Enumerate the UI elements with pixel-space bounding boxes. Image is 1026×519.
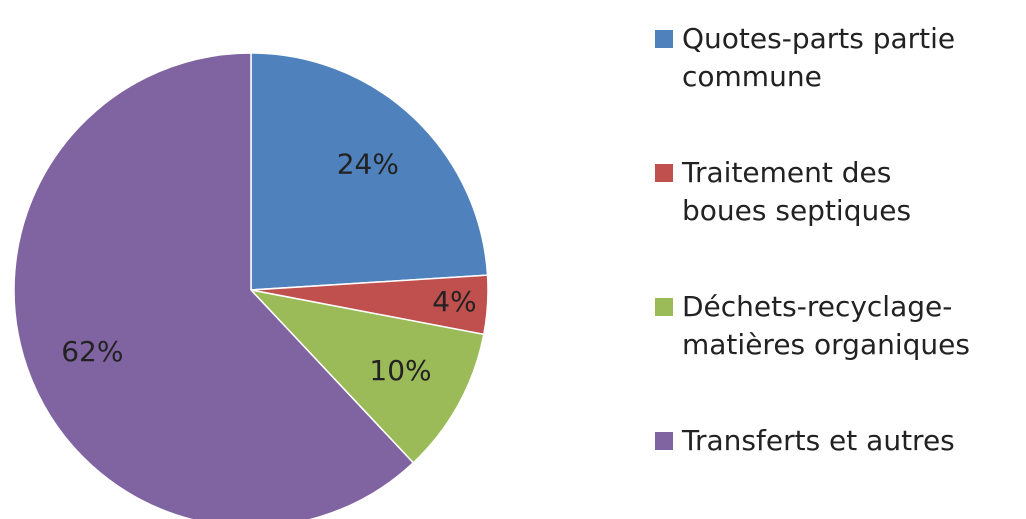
data-label: 10% bbox=[369, 354, 431, 387]
data-label: 62% bbox=[61, 335, 123, 368]
legend-label: Déchets-recyclage-matières organiques bbox=[682, 290, 970, 361]
legend-item: Déchets-recyclage-matières organiques bbox=[655, 288, 1015, 364]
data-label: 4% bbox=[432, 285, 476, 318]
legend-item: Quotes-parts partie commune bbox=[655, 20, 1015, 96]
legend-swatch bbox=[655, 432, 673, 450]
data-label: 24% bbox=[337, 148, 399, 181]
legend-label: Traitement des boues septiques bbox=[682, 156, 912, 227]
pie-slice bbox=[248, 288, 485, 464]
legend-swatch bbox=[655, 30, 673, 48]
legend-item: Traitement des boues septiques bbox=[655, 154, 1015, 230]
pie-area: 24% 4% 10% 62% bbox=[13, 52, 489, 519]
legend-label: Transferts et autres bbox=[682, 424, 955, 457]
pie-slice bbox=[13, 52, 415, 519]
legend: Quotes-parts partie commune Traitement de… bbox=[655, 20, 1015, 518]
legend-swatch bbox=[655, 298, 673, 316]
legend-label: Quotes-parts partie commune bbox=[682, 22, 956, 93]
legend-item: Transferts et autres bbox=[655, 422, 1015, 460]
pie-slice bbox=[250, 52, 489, 291]
legend-swatch bbox=[655, 164, 673, 182]
